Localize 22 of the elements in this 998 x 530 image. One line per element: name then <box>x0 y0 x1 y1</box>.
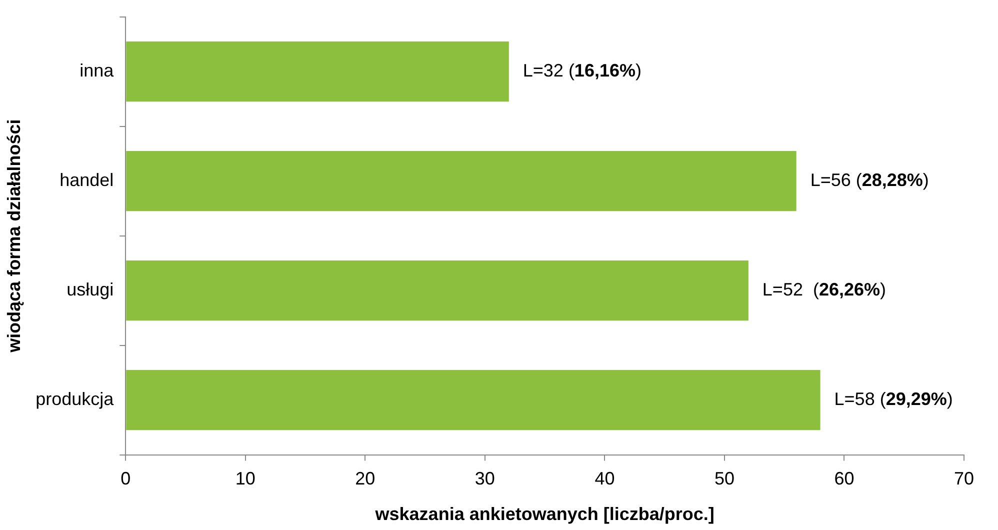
data-label: L=58 (29,29%) <box>834 389 953 410</box>
y-tick-label: inna <box>80 60 115 81</box>
x-axis-title: wskazania ankietowanych [liczba/proc.] <box>374 504 714 524</box>
x-tick-label: 70 <box>954 468 974 489</box>
bar <box>126 41 509 102</box>
data-label: L=32 (16,16%) <box>522 60 642 81</box>
y-tick-label: handel <box>60 170 114 190</box>
data-label: L=56 (28,28%) <box>810 170 929 190</box>
y-tick-label: usługi <box>66 280 114 300</box>
y-tick-label: produkcja <box>36 389 115 410</box>
y-axis-title: wiodąca forma działalności <box>4 119 24 354</box>
x-tick-label: 30 <box>474 468 495 489</box>
x-tick-label: 50 <box>714 468 734 489</box>
x-tick-label: 20 <box>355 468 376 489</box>
data-label: L=52 (26,26%) <box>762 280 886 300</box>
bar <box>126 150 796 212</box>
bar <box>126 260 748 321</box>
x-tick-label: 60 <box>834 468 854 489</box>
x-tick-label: 0 <box>120 468 131 489</box>
x-tick-label: 40 <box>594 468 615 489</box>
bar <box>126 370 820 430</box>
x-tick-label: 10 <box>235 468 256 489</box>
